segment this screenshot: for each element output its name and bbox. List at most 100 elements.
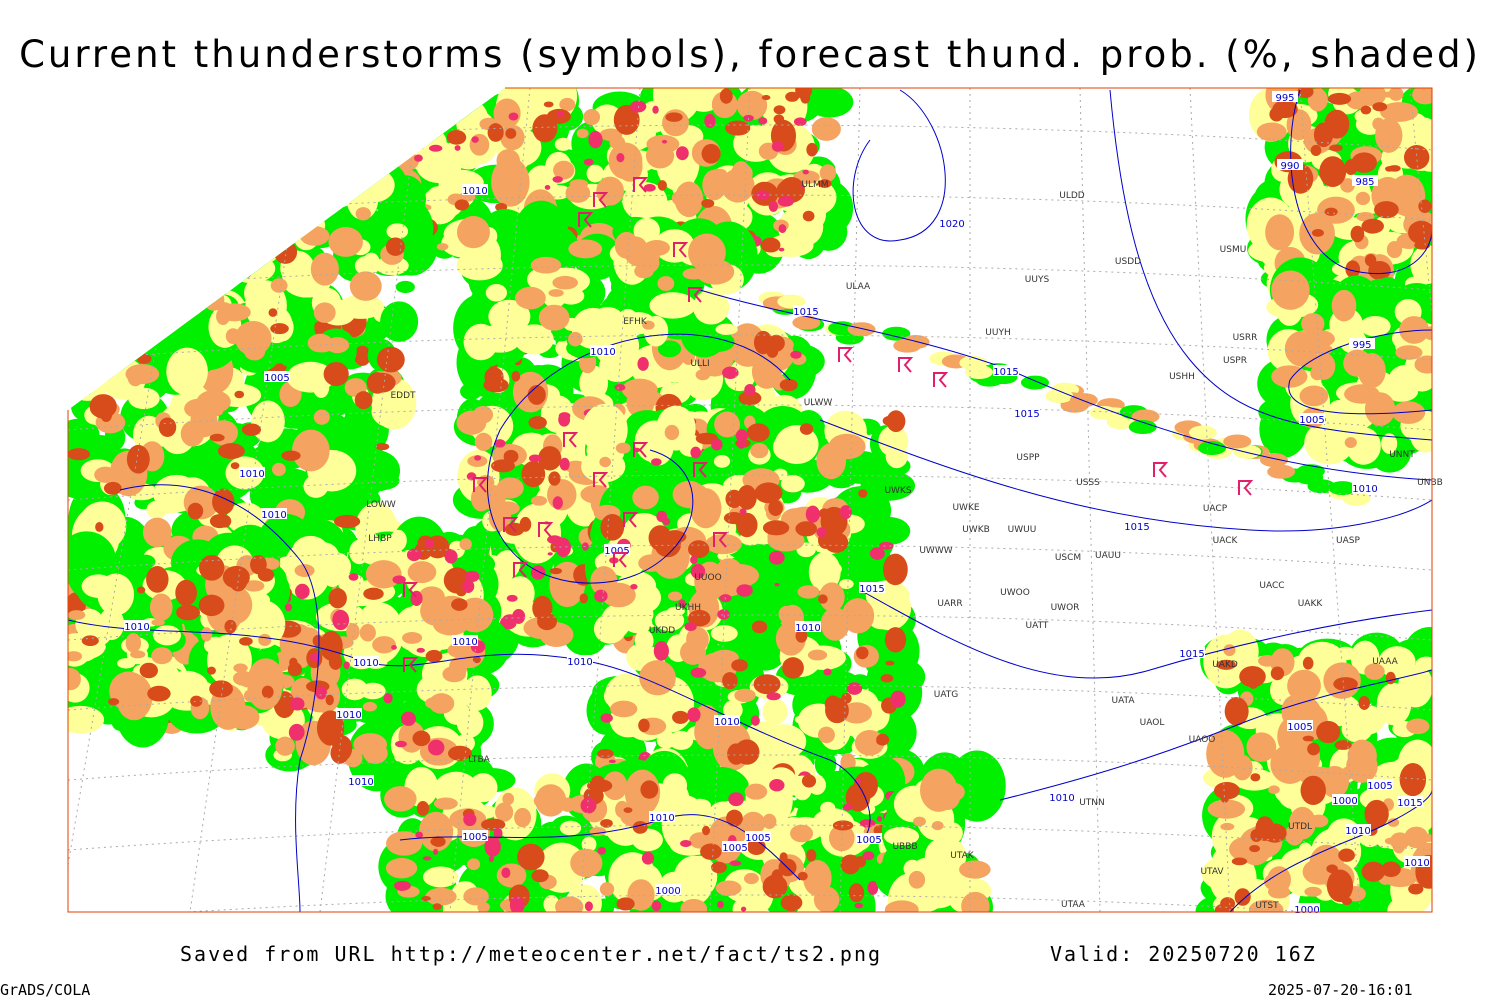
shaded-area	[790, 350, 802, 359]
shaded-area	[805, 505, 820, 523]
shaded-area	[359, 624, 376, 642]
shaded-area	[713, 455, 731, 468]
shaded-area	[931, 820, 944, 831]
shaded-area	[174, 292, 194, 315]
shaded-area	[780, 894, 803, 912]
station-label: UWWW	[919, 546, 952, 556]
shaded-area	[109, 349, 126, 360]
isobar-label: 1010	[336, 710, 361, 721]
shaded-area	[187, 502, 204, 520]
isobar-label: 1010	[590, 347, 615, 358]
shaded-area	[548, 289, 564, 297]
shaded-area	[1344, 437, 1357, 448]
isobar-label: 1010	[462, 186, 487, 197]
shaded-area	[1384, 837, 1398, 845]
shaded-area	[237, 264, 253, 279]
shaded-area	[126, 320, 154, 344]
shaded-area	[715, 323, 738, 335]
shaded-area	[725, 120, 751, 136]
station-label: UUYH	[985, 328, 1010, 338]
shaded-area	[616, 153, 625, 163]
station-label: UAUU	[1095, 551, 1121, 561]
shaded-area	[731, 659, 748, 672]
shaded-area	[559, 593, 572, 601]
shaded-area	[779, 852, 788, 862]
shaded-area	[463, 887, 489, 906]
shaded-area	[1310, 365, 1325, 381]
shaded-area	[761, 95, 771, 101]
shaded-area	[1364, 799, 1389, 828]
shaded-area	[701, 143, 721, 164]
shaded-area	[1414, 240, 1431, 250]
shaded-area	[1264, 873, 1282, 890]
shaded-area	[110, 306, 153, 331]
shaded-area	[689, 643, 704, 658]
shaded-area	[143, 209, 198, 280]
shaded-area	[192, 205, 217, 225]
shaded-area	[287, 168, 326, 199]
shaded-area	[817, 179, 832, 188]
shaded-area	[762, 874, 788, 899]
shaded-area	[715, 880, 742, 896]
shaded-area	[1335, 646, 1357, 661]
shaded-area	[1399, 762, 1427, 797]
station-label: UACK	[1213, 536, 1239, 546]
shaded-area	[665, 112, 683, 122]
station-label: UNNT	[1389, 450, 1415, 460]
shaded-area	[744, 783, 768, 800]
shaded-area	[599, 882, 615, 897]
shaded-area	[1302, 656, 1314, 670]
shaded-area	[740, 906, 747, 912]
shaded-area	[182, 272, 199, 282]
shaded-area	[68, 448, 91, 461]
isobar-label: 1010	[124, 622, 149, 633]
shaded-area	[856, 646, 869, 660]
station-label: UAAA	[1372, 657, 1398, 667]
shaded-area	[512, 415, 535, 437]
shaded-area	[1408, 883, 1424, 895]
station-label: UAKD	[1212, 660, 1238, 670]
shaded-area	[795, 521, 818, 537]
shaded-area	[1246, 732, 1277, 762]
shaded-area	[68, 349, 81, 364]
shaded-area	[701, 198, 715, 208]
shaded-area	[94, 360, 119, 376]
shaded-area	[231, 215, 265, 251]
station-label: UTNN	[1079, 798, 1105, 808]
shaded-area	[438, 88, 461, 108]
shaded-area	[405, 107, 425, 126]
shaded-area	[1223, 644, 1236, 657]
shaded-area	[653, 641, 669, 661]
shaded-area	[506, 594, 518, 602]
shaded-area	[739, 508, 747, 515]
shaded-area	[155, 185, 175, 206]
shaded-area	[819, 164, 837, 182]
shaded-area	[471, 136, 479, 143]
shaded-area	[343, 661, 350, 670]
shaded-area	[108, 162, 161, 230]
shaded-area	[313, 302, 336, 323]
isobar-label: 1015	[1397, 798, 1422, 809]
shaded-area	[614, 231, 639, 259]
shaded-area	[196, 214, 216, 231]
shaded-area	[580, 797, 597, 814]
shaded-area	[431, 836, 446, 847]
shaded-area	[433, 848, 439, 855]
shaded-area	[964, 365, 993, 380]
shaded-area	[676, 146, 689, 161]
shaded-area	[548, 471, 561, 486]
station-label: LHBP	[368, 534, 392, 544]
shaded-area	[570, 848, 603, 878]
shaded-area	[802, 169, 809, 175]
shaded-area	[107, 698, 120, 706]
shaded-area	[228, 253, 276, 284]
shaded-area	[247, 228, 281, 252]
shaded-area	[760, 237, 781, 253]
station-label: USHH	[1169, 372, 1195, 382]
shaded-area	[325, 186, 342, 201]
shaded-area	[806, 849, 817, 862]
shaded-area	[1403, 145, 1430, 170]
shaded-area	[462, 579, 475, 594]
shaded-area	[311, 335, 335, 353]
isobar-label: 1005	[1367, 781, 1392, 792]
